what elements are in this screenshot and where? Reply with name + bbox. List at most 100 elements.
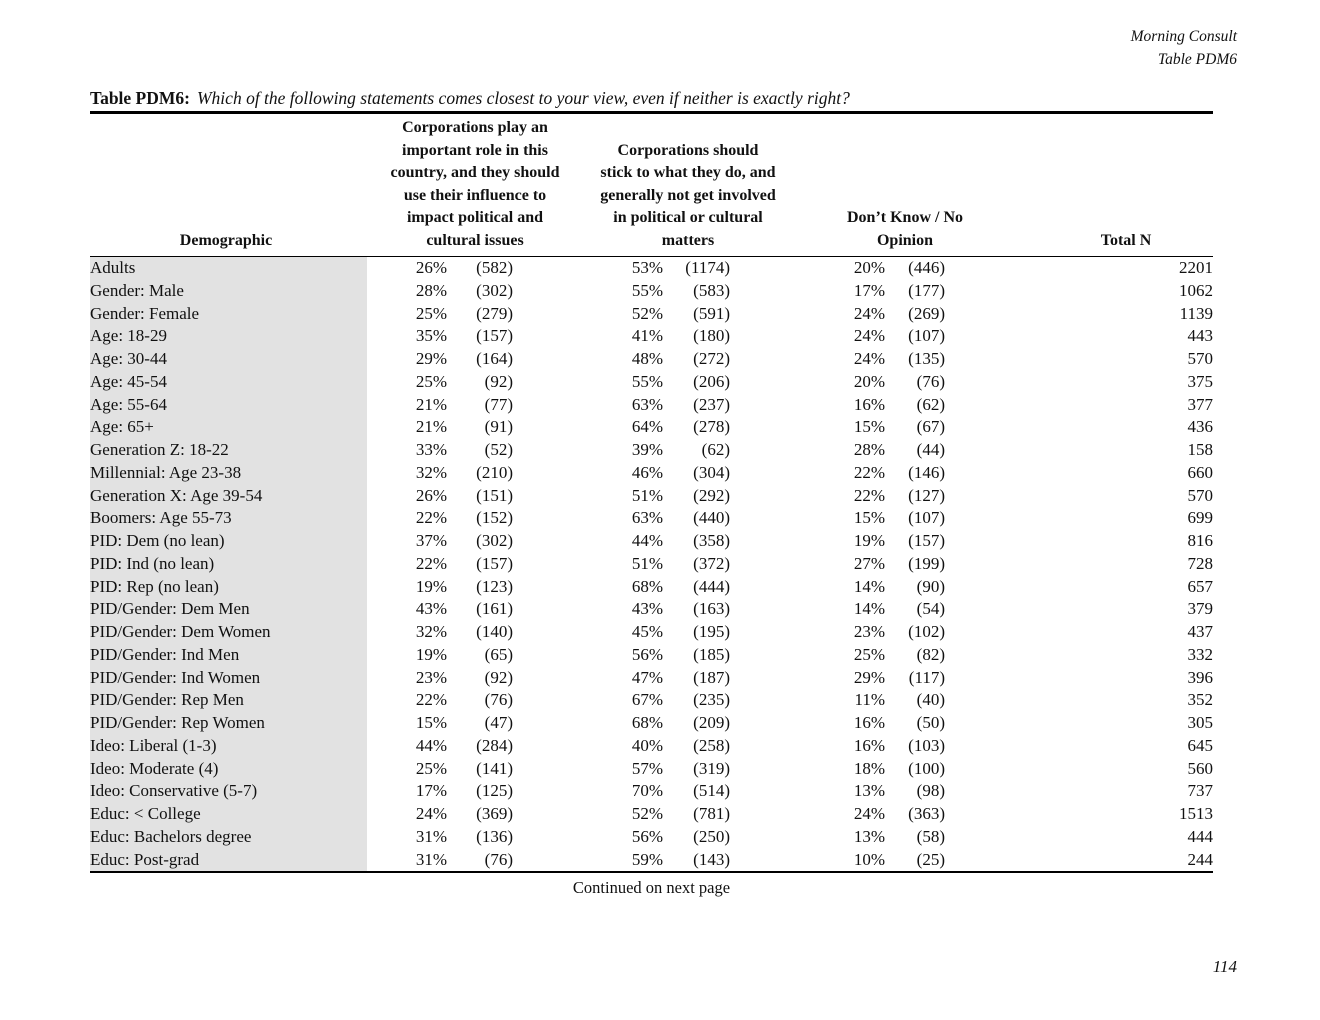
stat2-n-cell: (250) xyxy=(693,826,730,846)
stat2-n-cell: (278) xyxy=(693,417,730,437)
total-n-cell: 437 xyxy=(1187,622,1214,641)
gap-cell xyxy=(367,735,400,758)
stat2-pct-cell: 51% xyxy=(631,485,663,505)
stat3-pct-cell: 29% xyxy=(853,667,885,687)
stat1-n-cell: (76) xyxy=(484,690,513,710)
stat3-n-cell: (127) xyxy=(908,485,945,505)
demographic-cell: PID/Gender: Ind Men xyxy=(90,643,367,667)
stat1-pct-cell: 22% xyxy=(415,690,447,710)
stat3-n-cell: (269) xyxy=(908,303,945,323)
stat3-pct-cell: 10% xyxy=(853,849,885,869)
stat1-n-cell: (157) xyxy=(476,326,513,346)
gap-cell xyxy=(730,348,820,371)
stat2-pct-cell: 45% xyxy=(631,622,663,641)
gap-cell xyxy=(730,735,820,758)
stat3-pct-cell: 24% xyxy=(853,303,885,323)
table-row: PID: Rep (no lean) 19% (123) 68% (444) 14% (90… xyxy=(90,575,1213,599)
column-header-dont-know: Don’t Know / No Opinion xyxy=(846,209,963,249)
table-row: PID/Gender: Rep Women 15% (47) 68% (209) 16% (… xyxy=(90,712,1213,735)
stat3-n-cell: (62) xyxy=(916,394,945,414)
stat3-n-cell: (107) xyxy=(908,326,945,346)
stat2-pct-cell: 46% xyxy=(631,462,663,482)
gap-cell xyxy=(513,462,598,485)
gap-cell xyxy=(367,530,400,553)
gap-cell xyxy=(367,667,400,690)
demographic-cell: Boomers: Age 55-73 xyxy=(90,507,367,530)
table-title: Table PDM6: Which of the following statem… xyxy=(90,88,1290,109)
demographic-cell: Age: 18-29 xyxy=(90,325,367,348)
gap-cell xyxy=(730,803,820,826)
demographic-cell: Age: 45-54 xyxy=(90,370,367,394)
table-ref-line: Table PDM6 xyxy=(1157,51,1237,68)
total-n-cell: 379 xyxy=(1187,599,1214,619)
stat3-pct-cell: 22% xyxy=(853,462,885,482)
gap-cell xyxy=(513,348,598,371)
gap-cell xyxy=(513,689,598,712)
stat2-n-cell: (591) xyxy=(693,303,730,323)
demographic-cell: PID/Gender: Dem Women xyxy=(90,621,367,644)
stat3-n-cell: (199) xyxy=(908,553,945,573)
gap-cell xyxy=(513,849,598,873)
gap-cell xyxy=(367,485,400,508)
gap-cell xyxy=(513,530,598,553)
data-table: Adults 26% (582) 53% (1174) 20% (446) 2201 Gende… xyxy=(90,257,1214,874)
gap-cell xyxy=(513,621,598,644)
gap-cell xyxy=(513,780,598,803)
column-header-statement-1: Corporations play an important role in t… xyxy=(390,119,560,249)
stat2-n-cell: (195) xyxy=(693,622,730,641)
table-row: Ideo: Liberal (1-3) 44% (284) 40% (258) 16% (1… xyxy=(90,734,1214,758)
stat2-n-cell: (235) xyxy=(693,690,730,710)
stat3-n-cell: (50) xyxy=(916,713,945,732)
stat3-pct-cell: 16% xyxy=(853,735,885,755)
stat3-n-cell: (102) xyxy=(908,622,945,641)
gap-cell xyxy=(367,371,400,394)
stat2-n-cell: (444) xyxy=(693,576,730,596)
stat3-pct-cell: 14% xyxy=(853,599,885,619)
stat2-n-cell: (319) xyxy=(693,758,730,778)
gap-cell xyxy=(730,485,820,508)
table-row: Ideo: Moderate (4) 25% (141) 57% (319) 18% (10… xyxy=(90,757,1214,781)
demographic-cell: Age: 55-64 xyxy=(90,393,367,417)
stat2-pct-cell: 40% xyxy=(631,735,663,755)
demographic-cell: PID: Dem (no lean) xyxy=(90,530,367,553)
table-row: Educ: Bachelors degree 31% (136) 56% (250) 13… xyxy=(90,825,1213,849)
stat2-n-cell: (514) xyxy=(693,781,730,801)
gap-cell xyxy=(513,644,598,667)
stat2-pct-cell: 51% xyxy=(631,553,663,573)
column-header-total-n: Total N xyxy=(1100,231,1152,249)
stat2-pct-cell: 64% xyxy=(631,417,663,437)
gap-cell xyxy=(513,439,598,462)
stat1-n-cell: (141) xyxy=(476,758,513,778)
stat2-n-cell: (292) xyxy=(693,485,730,505)
stat3-n-cell: (58) xyxy=(916,826,945,846)
total-n-cell: 305 xyxy=(1187,713,1214,732)
total-n-cell: 560 xyxy=(1187,758,1214,778)
stat2-n-cell: (304) xyxy=(693,462,730,482)
stat3-n-cell: (107) xyxy=(908,508,945,528)
total-n-cell: 645 xyxy=(1187,735,1214,755)
stat3-pct-cell: 16% xyxy=(853,713,885,732)
gap-cell xyxy=(730,257,820,280)
gap-cell xyxy=(513,257,598,280)
stat1-n-cell: (136) xyxy=(476,826,513,846)
stat1-n-cell: (140) xyxy=(476,622,513,641)
gap-cell xyxy=(730,576,820,599)
stat2-n-cell: (187) xyxy=(693,667,730,687)
demographic-cell: Adults xyxy=(90,257,367,280)
gap-cell xyxy=(513,667,598,690)
stat3-n-cell: (82) xyxy=(916,644,945,664)
gap-cell xyxy=(513,758,598,781)
gap-cell xyxy=(513,507,598,530)
gap-cell xyxy=(730,280,820,303)
stat1-pct-cell: 23% xyxy=(415,667,447,687)
stat1-pct-cell: 32% xyxy=(415,622,447,641)
stat1-pct-cell: 19% xyxy=(415,644,447,664)
demographic-cell: Age: 30-44 xyxy=(90,348,367,371)
demographic-cell: PID: Rep (no lean) xyxy=(90,575,367,599)
top-rule xyxy=(90,111,1213,114)
gap-cell xyxy=(367,416,400,439)
stat3-n-cell: (363) xyxy=(908,804,945,823)
stat3-n-cell: (177) xyxy=(908,280,945,300)
stat1-pct-cell: 32% xyxy=(415,462,447,482)
stat2-n-cell: (358) xyxy=(693,531,730,550)
